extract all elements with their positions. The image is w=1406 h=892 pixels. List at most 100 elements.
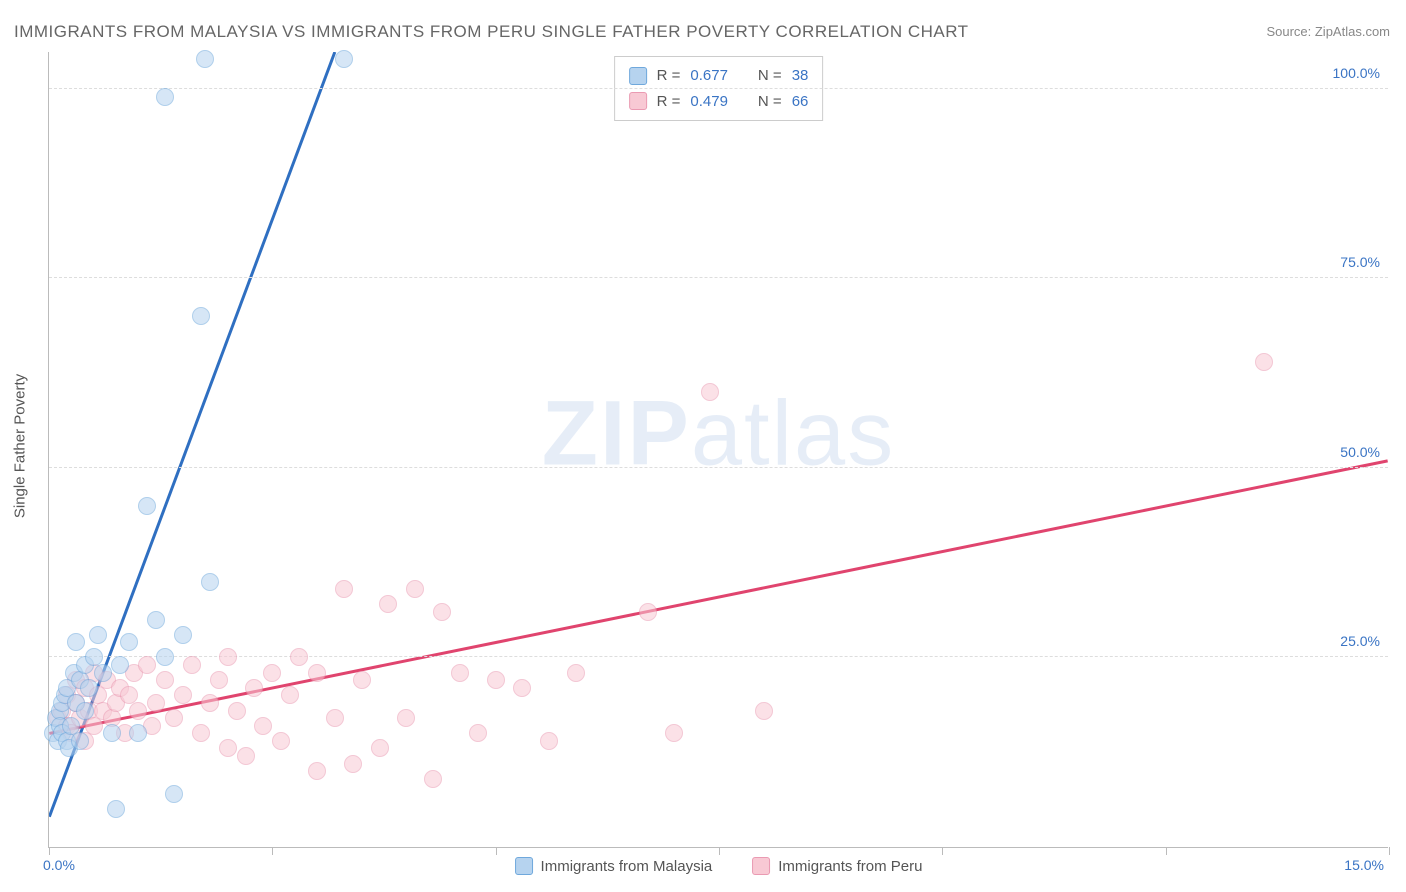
series-a-marker bbox=[174, 626, 192, 644]
series-b-marker bbox=[174, 686, 192, 704]
series-b-marker bbox=[308, 762, 326, 780]
series-b-marker bbox=[254, 717, 272, 735]
series-a-swatch bbox=[629, 67, 647, 85]
x-tick bbox=[942, 847, 943, 855]
y-tick-label: 25.0% bbox=[1340, 633, 1380, 649]
series-b-marker bbox=[326, 709, 344, 727]
series-a-swatch bbox=[515, 857, 533, 875]
series-a-marker bbox=[120, 633, 138, 651]
series-a-marker bbox=[156, 648, 174, 666]
series-a-marker bbox=[71, 732, 89, 750]
series-b-marker bbox=[156, 671, 174, 689]
series-a-marker bbox=[103, 724, 121, 742]
series-a-marker bbox=[94, 664, 112, 682]
series-a-marker bbox=[196, 50, 214, 68]
chart-title: IMMIGRANTS FROM MALAYSIA VS IMMIGRANTS F… bbox=[14, 22, 969, 42]
series-a-marker bbox=[80, 679, 98, 697]
trend-lines-svg bbox=[49, 52, 1388, 847]
legend-item: Immigrants from Malaysia bbox=[515, 857, 713, 875]
watermark: ZIPatlas bbox=[542, 381, 895, 486]
x-tick bbox=[1389, 847, 1390, 855]
series-b-swatch bbox=[752, 857, 770, 875]
chart-source: Source: ZipAtlas.com bbox=[1266, 24, 1390, 39]
series-b-marker bbox=[237, 747, 255, 765]
series-a-marker bbox=[111, 656, 129, 674]
series-b-marker bbox=[272, 732, 290, 750]
series-b-marker bbox=[219, 648, 237, 666]
series-b-marker bbox=[665, 724, 683, 742]
series-b-marker bbox=[433, 603, 451, 621]
series-b-marker bbox=[129, 702, 147, 720]
legend-item: Immigrants from Peru bbox=[752, 857, 922, 875]
r-label: R = bbox=[657, 63, 681, 89]
x-tick bbox=[719, 847, 720, 855]
gridline bbox=[49, 88, 1388, 89]
series-a-marker bbox=[165, 785, 183, 803]
series-b-marker bbox=[639, 603, 657, 621]
series-b-marker bbox=[201, 694, 219, 712]
series-b-marker bbox=[335, 580, 353, 598]
series-b-marker bbox=[513, 679, 531, 697]
x-tick bbox=[496, 847, 497, 855]
legend-series-box: Immigrants from Malaysia Immigrants from… bbox=[515, 857, 923, 875]
series-a-marker bbox=[192, 307, 210, 325]
gridline bbox=[49, 277, 1388, 278]
legend-row: R = 0.479 N = 66 bbox=[629, 89, 809, 115]
series-b-marker bbox=[540, 732, 558, 750]
y-tick-label: 50.0% bbox=[1340, 444, 1380, 460]
series-b-marker bbox=[353, 671, 371, 689]
series-b-marker bbox=[487, 671, 505, 689]
r-label: R = bbox=[657, 89, 681, 115]
series-b-marker bbox=[424, 770, 442, 788]
series-a-marker bbox=[147, 611, 165, 629]
series-b-marker bbox=[344, 755, 362, 773]
series-b-marker bbox=[701, 383, 719, 401]
series-b-marker bbox=[192, 724, 210, 742]
series-b-marker bbox=[85, 717, 103, 735]
y-axis-title: Single Father Poverty bbox=[12, 374, 29, 518]
series-a-marker bbox=[138, 497, 156, 515]
legend-row: R = 0.677 N = 38 bbox=[629, 63, 809, 89]
y-tick-label: 75.0% bbox=[1340, 254, 1380, 270]
series-b-marker bbox=[371, 739, 389, 757]
series-b-marker bbox=[379, 595, 397, 613]
series-b-marker bbox=[147, 694, 165, 712]
gridline bbox=[49, 467, 1388, 468]
series-b-marker bbox=[290, 648, 308, 666]
series-a-marker bbox=[76, 702, 94, 720]
r-value: 0.677 bbox=[690, 63, 728, 89]
x-tick-label: 0.0% bbox=[43, 857, 75, 873]
plot-area: ZIPatlas R = 0.677 N = 38 R = 0.479 N = … bbox=[48, 52, 1388, 848]
series-b-marker bbox=[263, 664, 281, 682]
series-b-marker bbox=[1255, 353, 1273, 371]
series-a-marker bbox=[67, 633, 85, 651]
n-value: 66 bbox=[792, 89, 809, 115]
correlation-scatter-chart: IMMIGRANTS FROM MALAYSIA VS IMMIGRANTS F… bbox=[0, 0, 1406, 892]
series-b-marker bbox=[228, 702, 246, 720]
series-b-marker bbox=[165, 709, 183, 727]
watermark-bold: ZIP bbox=[542, 382, 691, 484]
series-b-marker bbox=[245, 679, 263, 697]
series-b-marker bbox=[406, 580, 424, 598]
series-a-label: Immigrants from Malaysia bbox=[541, 858, 713, 875]
series-b-marker bbox=[183, 656, 201, 674]
n-label: N = bbox=[758, 89, 782, 115]
series-b-label: Immigrants from Peru bbox=[778, 858, 922, 875]
n-value: 38 bbox=[792, 63, 809, 89]
gridline bbox=[49, 656, 1388, 657]
series-b-marker bbox=[308, 664, 326, 682]
watermark-rest: atlas bbox=[691, 382, 895, 484]
y-tick-label: 100.0% bbox=[1333, 65, 1380, 81]
series-b-marker bbox=[469, 724, 487, 742]
series-a-marker bbox=[335, 50, 353, 68]
series-a-marker bbox=[201, 573, 219, 591]
series-b-swatch bbox=[629, 92, 647, 110]
series-b-marker bbox=[138, 656, 156, 674]
series-b-marker bbox=[397, 709, 415, 727]
series-b-marker bbox=[210, 671, 228, 689]
series-b-marker bbox=[281, 686, 299, 704]
r-value: 0.479 bbox=[690, 89, 728, 115]
x-tick bbox=[1166, 847, 1167, 855]
n-label: N = bbox=[758, 63, 782, 89]
series-b-marker bbox=[451, 664, 469, 682]
